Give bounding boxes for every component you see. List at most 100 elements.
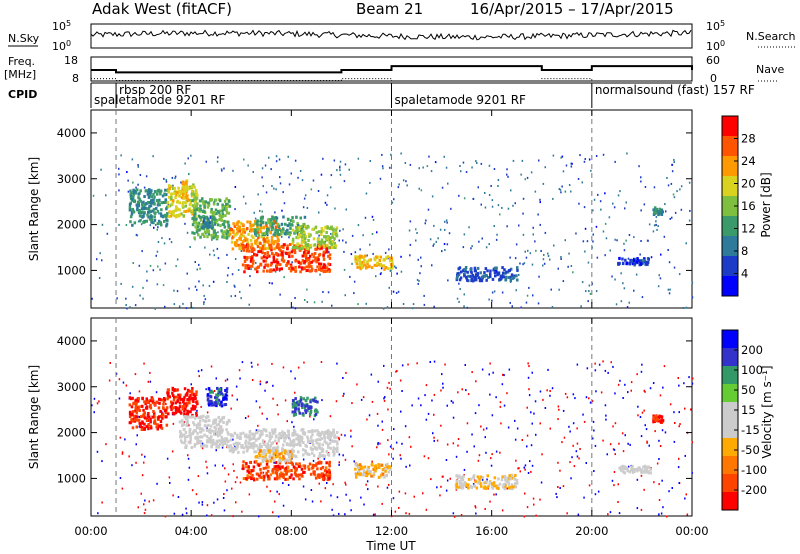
echo-cell xyxy=(189,410,192,414)
echo-cell xyxy=(224,396,227,400)
echo-cell xyxy=(140,415,143,419)
scatter-pixel xyxy=(670,182,673,185)
echo-cell xyxy=(456,274,459,278)
echo-cell xyxy=(138,219,142,223)
echo-cell xyxy=(168,186,171,190)
echo-cell xyxy=(195,188,198,192)
echo-cell xyxy=(289,226,292,230)
scatter-pixel xyxy=(371,460,373,463)
echo-cell xyxy=(483,271,486,275)
scatter-pixel xyxy=(221,446,224,449)
echo-cell xyxy=(304,249,307,253)
echo-cell xyxy=(140,202,144,206)
scatter-pixel xyxy=(118,189,120,192)
scatter-pixel xyxy=(647,239,649,242)
scatter-pixel xyxy=(335,400,338,403)
echo-cell xyxy=(161,416,164,420)
scatter-pixel xyxy=(223,509,226,512)
y-tick-label: 2000 xyxy=(57,426,86,440)
scatter-pixel xyxy=(255,400,258,403)
scatter-pixel xyxy=(576,455,579,458)
scatter-pixel xyxy=(673,161,675,163)
echo-cell xyxy=(289,458,293,462)
echo-cell xyxy=(476,475,480,479)
scatter-pixel xyxy=(501,206,503,209)
scatter-pixel xyxy=(679,423,681,426)
echo-cell xyxy=(282,455,285,459)
echo-cell xyxy=(303,432,306,436)
scatter-pixel xyxy=(532,226,534,229)
echo-cell xyxy=(266,236,269,240)
echo-cell xyxy=(327,445,330,449)
echo-cell xyxy=(173,412,176,415)
echo-cell xyxy=(268,447,271,451)
scatter-pixel xyxy=(216,247,219,250)
echo-cell xyxy=(268,439,271,443)
scatter-pixel xyxy=(537,213,539,216)
echo-cell xyxy=(193,185,196,189)
scatter-pixel xyxy=(560,156,562,159)
scatter-pixel xyxy=(131,285,134,288)
echo-cell xyxy=(473,278,476,282)
echo-cell xyxy=(275,446,278,450)
echo-cell xyxy=(166,388,170,392)
echo-cell xyxy=(132,402,135,406)
echo-cell xyxy=(268,450,271,454)
echo-cell xyxy=(297,407,300,411)
echo-cell xyxy=(214,232,217,235)
echo-cell xyxy=(324,466,328,470)
echo-cell xyxy=(278,456,282,460)
echo-cell xyxy=(221,212,224,216)
scatter-pixel xyxy=(297,176,299,179)
nave-right-label: Nave xyxy=(756,63,784,76)
echo-cell xyxy=(318,244,321,248)
echo-cell xyxy=(194,225,197,229)
scatter-pixel xyxy=(320,173,323,176)
echo-cell xyxy=(466,483,470,487)
echo-cell xyxy=(223,204,227,208)
echo-cell xyxy=(184,445,187,449)
scatter-pixel xyxy=(395,441,398,444)
scatter-pixel xyxy=(302,206,305,209)
echo-cell xyxy=(131,223,134,227)
echo-cell xyxy=(147,207,151,211)
scatter-pixel xyxy=(660,253,662,256)
echo-cell xyxy=(250,477,253,481)
scatter-pixel xyxy=(116,297,118,300)
echo-cell xyxy=(647,465,651,469)
scatter-pixel xyxy=(633,289,635,292)
scatter-pixel xyxy=(591,400,594,403)
scatter-pixel xyxy=(381,502,383,505)
echo-cell xyxy=(270,218,273,221)
echo-cell xyxy=(283,457,286,461)
scatter-pixel xyxy=(586,367,589,370)
echo-cell xyxy=(297,244,301,248)
scatter-pixel xyxy=(530,411,532,414)
scatter-pixel xyxy=(357,224,360,227)
echo-cell xyxy=(314,247,317,251)
scatter-pixel xyxy=(474,505,476,508)
echo-cell xyxy=(195,400,198,404)
scatter-pixel xyxy=(422,492,424,495)
echo-cell xyxy=(238,236,241,240)
scatter-pixel xyxy=(156,228,158,231)
scatter-pixel xyxy=(194,285,197,288)
echo-cell xyxy=(280,251,284,255)
echo-cell xyxy=(287,469,291,473)
scatter-pixel xyxy=(585,462,587,464)
scatter-pixel xyxy=(526,506,529,509)
echo-cell xyxy=(332,228,335,232)
echo-cell xyxy=(276,232,280,236)
scatter-pixel xyxy=(514,257,517,260)
echo-cell xyxy=(214,420,217,424)
echo-cell xyxy=(646,262,649,266)
scatter-pixel xyxy=(389,166,391,169)
echo-cell xyxy=(246,246,250,250)
echo-cell xyxy=(218,420,221,423)
echo-cell xyxy=(297,465,301,469)
scatter-pixel xyxy=(241,361,244,364)
echo-cell xyxy=(466,270,469,274)
echo-cell xyxy=(211,215,214,219)
echo-cell xyxy=(357,466,360,470)
scatter-pixel xyxy=(183,421,186,424)
